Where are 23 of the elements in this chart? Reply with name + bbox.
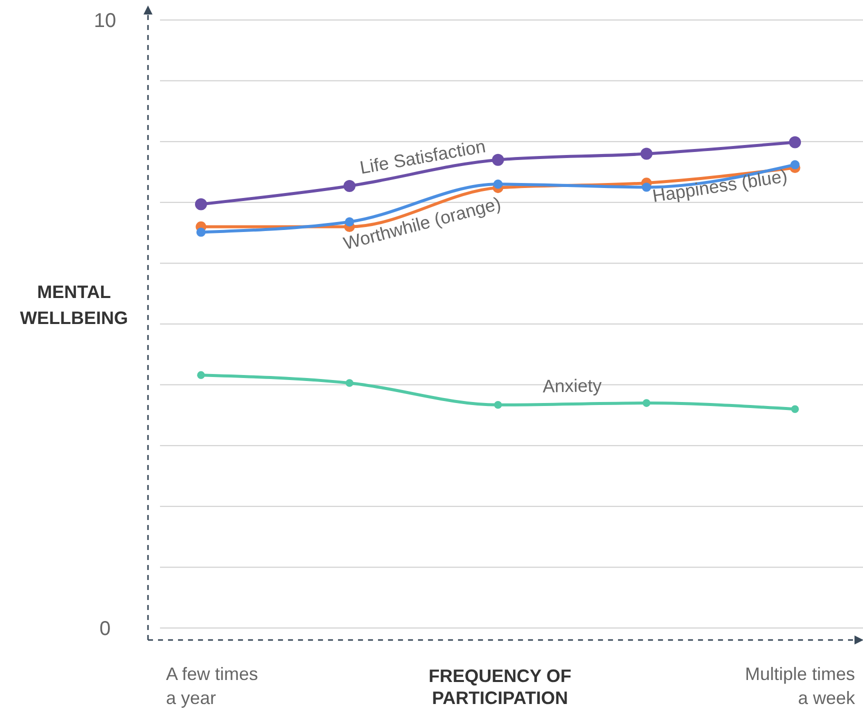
point [196,228,206,237]
point [642,399,650,407]
point [346,379,354,387]
point [642,182,652,192]
point [492,154,504,166]
point [494,400,502,409]
x-tick-label: Multiple times a week [744,664,856,708]
point [195,198,207,210]
series-label: Anxiety [542,376,602,396]
text: Happiness (blue) [651,166,789,206]
y-tick-label: 0 [99,618,111,640]
x-axis-title: FREQUENCY OF PARTICIPATION [428,666,572,708]
text: Life Satisfaction [358,136,488,178]
point [789,136,801,148]
y-tick-label: 10 [94,10,116,32]
point [197,371,205,379]
point [493,180,503,189]
y-axis-title: MENTAL WELLBEING [20,282,128,328]
point [791,405,799,414]
x-tick-label: A few times a year [166,664,258,708]
point [344,180,356,192]
point [790,160,800,170]
point [640,148,652,160]
